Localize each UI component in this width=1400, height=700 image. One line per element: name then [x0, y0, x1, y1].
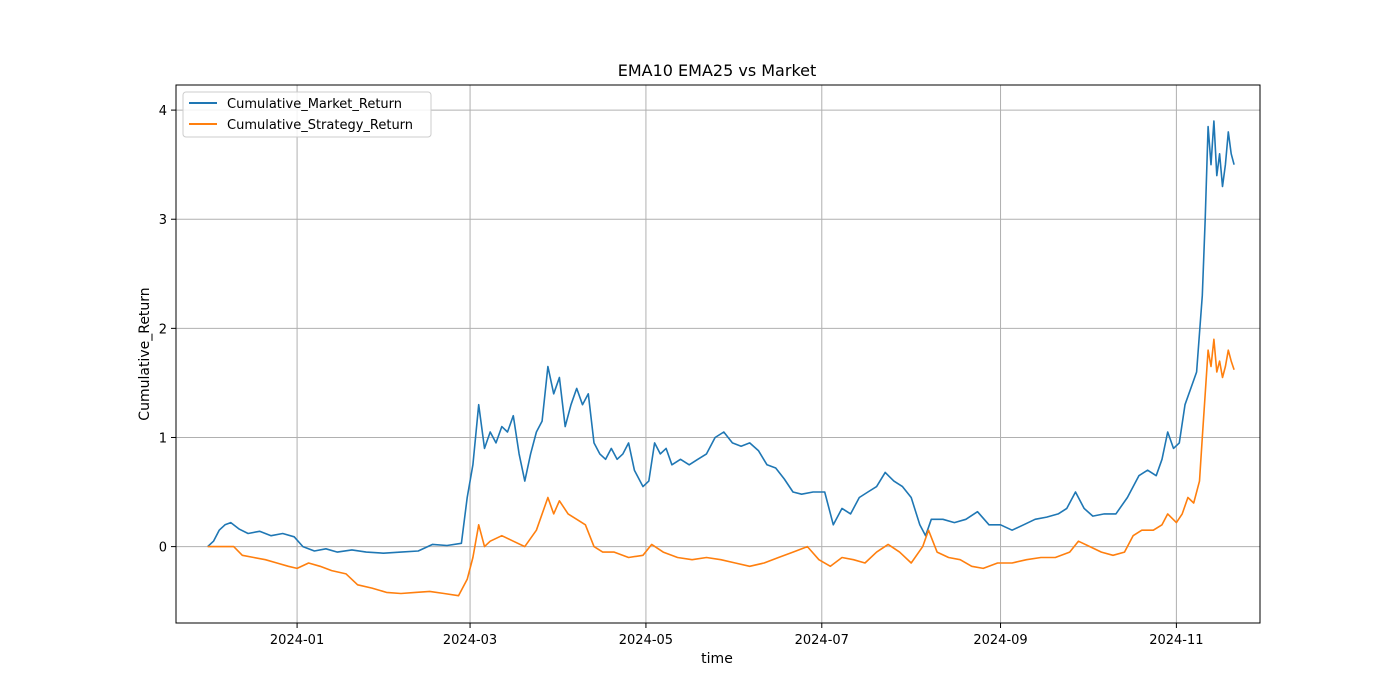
legend: Cumulative_Market_Return Cumulative_Strat… — [182, 91, 432, 138]
x-tick-label: 2024-07 — [795, 633, 849, 648]
chart-title: EMA10 EMA25 vs Market — [618, 61, 817, 80]
axis-ticks: 2024-01 2024-03 2024-05 2024-07 2024-09 2024-… — [159, 104, 1204, 648]
legend-label-1: Cumulative_Market_Return — [227, 97, 402, 112]
x-tick-label: 2024-05 — [619, 633, 673, 648]
plot-frame — [175, 84, 1261, 624]
y-tick-label: 0 — [159, 541, 167, 556]
x-tick-label: 2024-03 — [443, 633, 497, 648]
y-tick-label: 4 — [159, 104, 167, 119]
series-line-2 — [207, 338, 1235, 597]
x-tick-label: 2024-11 — [1149, 633, 1203, 648]
grid — [176, 85, 1260, 623]
x-tick-label: 2024-01 — [270, 633, 324, 648]
series-lines — [207, 120, 1235, 597]
y-tick-label: 3 — [159, 213, 167, 228]
x-tick-label: 2024-09 — [973, 633, 1027, 648]
legend-box — [182, 91, 432, 138]
x-axis-title: time — [701, 651, 733, 667]
y-tick-label: 1 — [159, 431, 167, 446]
legend-label-2: Cumulative_Strategy_Return — [227, 118, 413, 133]
y-tick-label: 2 — [159, 322, 167, 337]
series-line-1 — [207, 120, 1235, 554]
y-axis-title: Cumulative_Return — [137, 287, 153, 420]
